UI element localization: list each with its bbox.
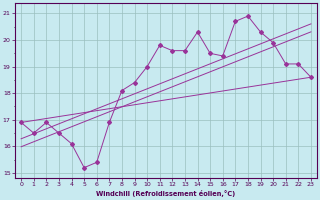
X-axis label: Windchill (Refroidissement éolien,°C): Windchill (Refroidissement éolien,°C) (96, 190, 236, 197)
